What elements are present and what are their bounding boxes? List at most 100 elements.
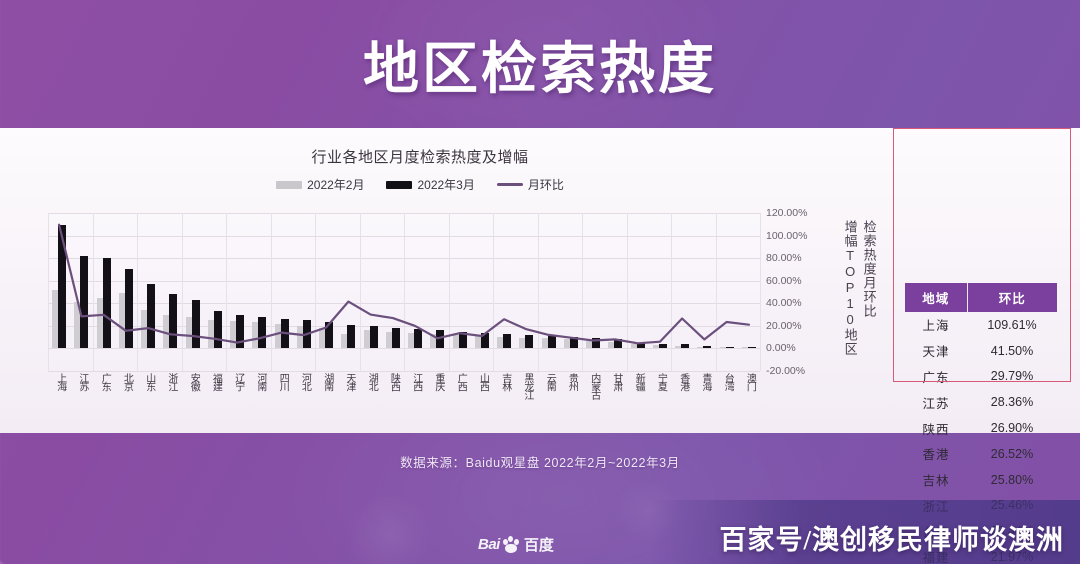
table-cell-value: 25.80% [990, 472, 1034, 487]
bar-group [163, 213, 185, 371]
bar-mar [547, 336, 556, 349]
baidu-logo: Bai 百度 [478, 534, 554, 555]
x-tick-label: 内蒙古 [588, 373, 600, 399]
bar-feb [163, 314, 173, 349]
x-tick-label: 吉林 [499, 373, 511, 390]
bar-feb [586, 340, 595, 349]
bar-group [541, 213, 564, 371]
bar-feb [230, 321, 239, 349]
bar-mar [614, 339, 623, 349]
y-tick-label: -20.00% [766, 365, 806, 377]
bar-feb [274, 323, 284, 349]
bar-group [341, 213, 363, 371]
table-row: 吉林 25.80% [905, 467, 1057, 493]
bar-feb [697, 346, 707, 349]
bar-group [230, 213, 252, 371]
bar-group [96, 213, 119, 371]
y-tick-label: 60.00% [766, 274, 802, 287]
bar-group [608, 213, 630, 371]
x-tick-label: 北京 [121, 373, 133, 390]
bar-mar [592, 338, 600, 349]
bar-feb [630, 343, 640, 349]
bar-feb [719, 347, 729, 349]
x-tick-label: 澳门 [744, 373, 756, 390]
baidu-wordmark: Bai [478, 536, 500, 553]
table-cell-region: 江苏 [922, 396, 950, 411]
bar-mar [80, 255, 89, 349]
y-tick-label: 40.00% [766, 297, 802, 310]
x-tick-label: 福建 [210, 373, 222, 390]
legend-label-mar: 2022年3月 [417, 178, 475, 192]
x-tick-label: 辽宁 [232, 373, 244, 390]
table-cell-region: 天津 [922, 345, 950, 360]
bar-group [563, 213, 586, 371]
bar-group [497, 213, 519, 371]
bar-feb [741, 347, 751, 349]
bar-mar [191, 299, 200, 349]
x-tick-label: 湖南 [321, 373, 333, 390]
legend-item-mar: 2022年3月 [386, 176, 475, 193]
bar-mar [147, 284, 155, 349]
bar-mar [347, 324, 356, 349]
x-tick-label: 山西 [477, 373, 489, 390]
y-tick-label: 100.00% [766, 229, 808, 242]
legend-swatch-mom [496, 183, 523, 186]
bar-group [319, 213, 341, 371]
x-tick-label: 香港 [677, 373, 689, 390]
bar-mar [681, 344, 689, 349]
legend-swatch-feb [276, 180, 303, 189]
x-tick-label: 贵州 [566, 373, 578, 390]
bar-group [52, 213, 74, 371]
bar-group [675, 213, 697, 371]
x-tick-label: 重庆 [432, 373, 444, 390]
x-tick-label: 湖北 [366, 373, 378, 390]
x-tick-label: 山东 [143, 373, 155, 390]
table-cell-value: 109.61% [987, 317, 1037, 332]
bar-group [741, 213, 764, 371]
x-tick-label: 安徽 [188, 373, 200, 390]
bar-mar [569, 337, 578, 349]
x-tick-label: 云南 [544, 373, 556, 390]
bar-mar [236, 314, 244, 349]
bar-group [207, 213, 230, 371]
channel-watermark: 百家号/澳创移民律师谈澳洲 [719, 525, 1064, 555]
bar-mar [58, 225, 66, 349]
bar-feb [474, 336, 484, 349]
bar-group [385, 213, 408, 371]
bar-mar [703, 346, 712, 349]
rank-table-header-row: 地域 环比 [905, 283, 1057, 312]
table-cell-value: 28.36% [990, 395, 1034, 410]
table-row: 陕西 26.90% [905, 415, 1057, 441]
title-banner: 地区检索热度 [0, 0, 1080, 128]
line-series-mom [58, 223, 751, 345]
bar-feb [319, 328, 328, 349]
x-tick-label: 甘肃 [610, 373, 622, 390]
bar-mar [325, 322, 333, 349]
table-row: 香港 26.52% [905, 441, 1057, 467]
bar-feb [675, 345, 684, 349]
bar-feb [541, 338, 551, 349]
bar-group [74, 213, 96, 371]
x-tick-label: 江苏 [76, 373, 88, 390]
y-tick-label: 20.00% [766, 319, 802, 332]
bar-series-container [48, 213, 760, 371]
bar-mar [480, 332, 489, 349]
table-cell-region: 陕西 [922, 422, 950, 437]
bar-feb [341, 333, 351, 349]
legend-swatch-mar [386, 180, 413, 189]
bar-mar [747, 347, 756, 349]
y-tick-label: 0.00% [766, 342, 796, 355]
side-caption-right: 检索热度月环比 [861, 220, 877, 318]
data-source-note: 数据来源：Baidu观星盘 2022年2月~2022年3月 [400, 456, 680, 470]
bar-mar [658, 343, 667, 349]
bar-mar [391, 328, 400, 349]
bar-feb [452, 334, 462, 349]
table-cell-region: 香港 [922, 448, 950, 463]
table-row: 江苏 28.36% [905, 389, 1057, 415]
bar-feb [52, 289, 61, 349]
rank-table-col-region: 地域 [905, 283, 968, 312]
bar-group [586, 213, 608, 371]
bar-group [474, 213, 497, 371]
y-tick-label: 80.00% [766, 252, 802, 265]
